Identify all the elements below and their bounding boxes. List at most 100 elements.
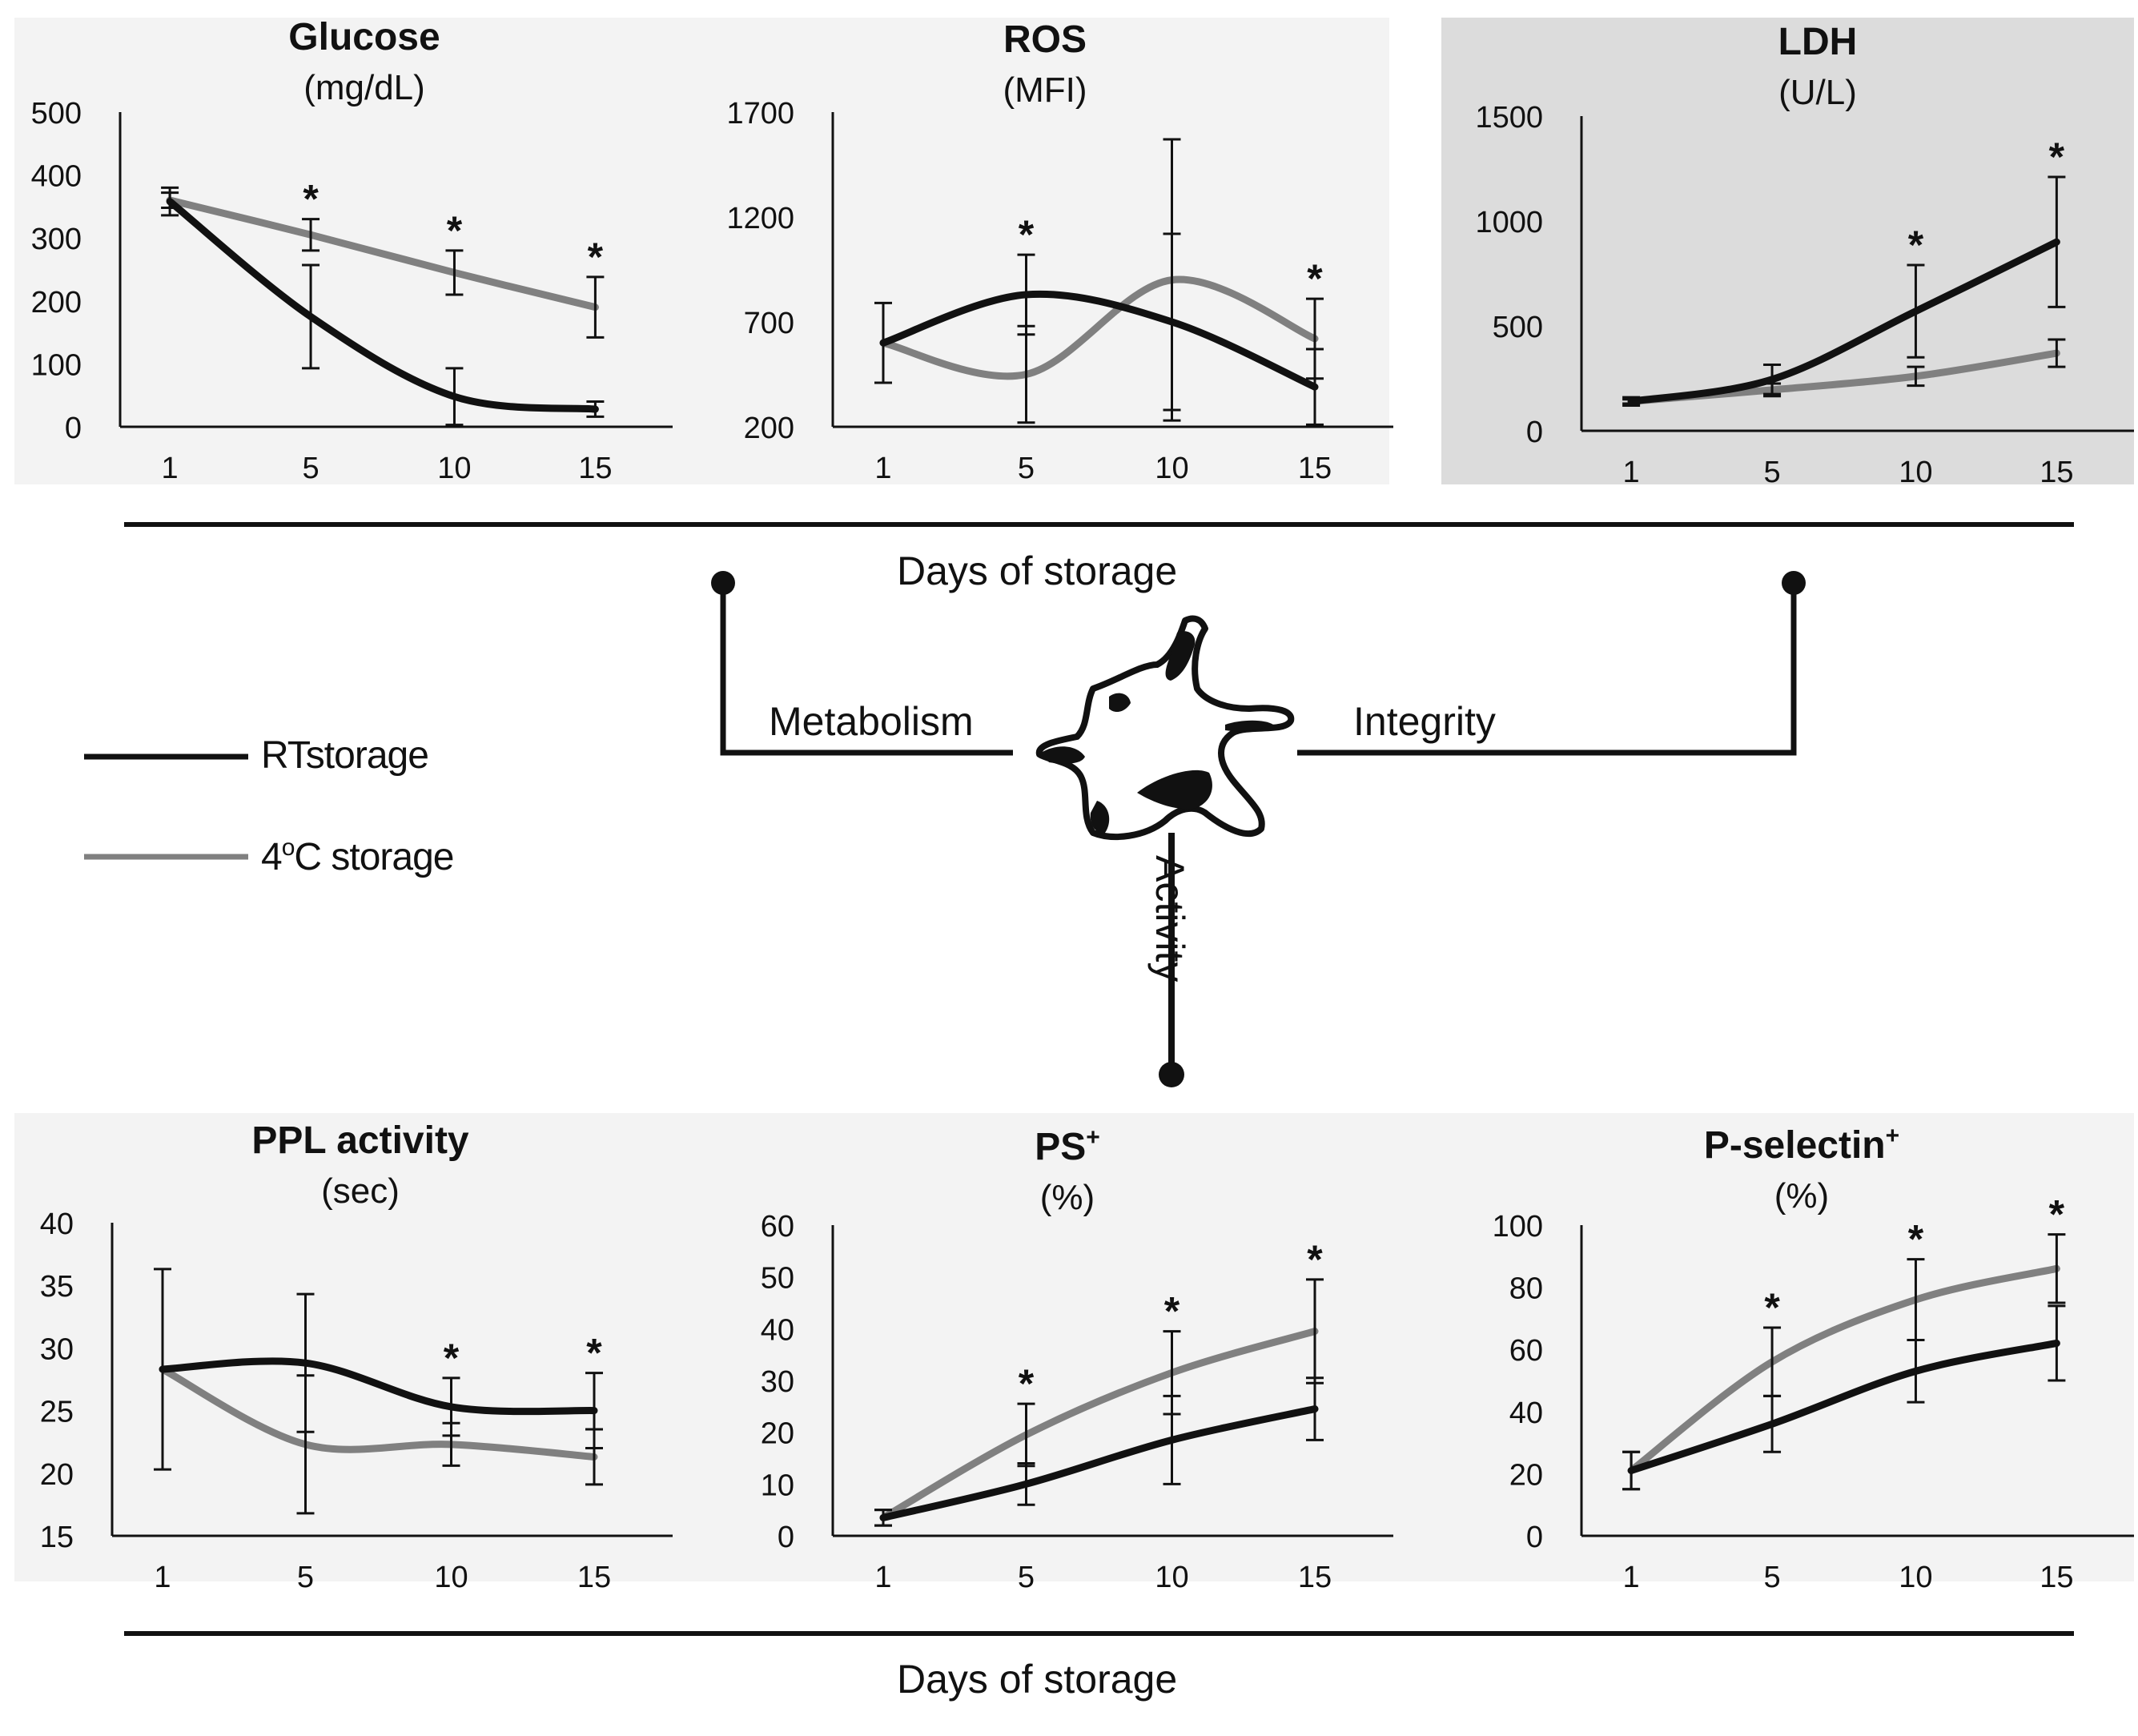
series-rt-line (159, 1357, 598, 1416)
series-rt-line (1627, 238, 2060, 405)
x-tick-label: 15 (1298, 1561, 1332, 1594)
error-bar (1907, 1258, 1925, 1342)
y-tick-label: 50 (761, 1262, 794, 1296)
error-bar (1306, 297, 1324, 380)
series-cold-line (879, 275, 1319, 380)
x-tick-label: 10 (437, 452, 471, 485)
error-bar (302, 263, 320, 370)
y-tick-label: 0 (778, 1521, 794, 1554)
error-bar (874, 1509, 892, 1527)
y-tick-label: 35 (40, 1270, 74, 1304)
x-axis-title-bottom: Days of storage (897, 1657, 1178, 1702)
legend-cold-label-sup: o (281, 834, 295, 861)
x-tick-label: 5 (1018, 452, 1035, 485)
integrity-label: Integrity (1353, 699, 1496, 744)
significance-marker: * (586, 1331, 602, 1376)
error-bar (154, 1268, 171, 1471)
y-tick-label: 20 (761, 1417, 794, 1451)
error-bar (586, 400, 605, 418)
significance-marker: * (1908, 223, 1924, 267)
metabolism-connector (720, 583, 1013, 756)
series-cold-line (1627, 1264, 2060, 1475)
chart-title: P-selectin+ (1704, 1123, 1899, 1167)
panel-bg-bottom (14, 1113, 2134, 1581)
error-bar (1763, 382, 1782, 398)
error-bar (296, 1374, 315, 1515)
x-tick-label: 1 (874, 452, 891, 485)
y-tick-label: 700 (744, 307, 794, 340)
y-tick-label: 40 (1509, 1396, 1543, 1430)
error-bar (1306, 1278, 1324, 1384)
significance-marker: * (2049, 1192, 2065, 1237)
chart-title: Glucose (288, 16, 440, 58)
x-tick-label: 10 (1155, 1561, 1188, 1594)
y-tick-label: 30 (40, 1332, 74, 1366)
y-tick-label: 1200 (726, 202, 794, 235)
y-tick-label: 15 (40, 1521, 74, 1554)
x-tick-label: 5 (302, 452, 319, 485)
chart-title-text: Glucose (288, 16, 440, 58)
x-tick-label: 15 (1298, 452, 1332, 485)
chart-title: PPL activity (251, 1119, 469, 1162)
y-tick-label: 100 (1493, 1210, 1543, 1244)
error-bar (2048, 1233, 2066, 1304)
y-tick-label: 0 (65, 412, 82, 445)
significance-marker: * (1019, 1361, 1035, 1406)
significance-marker: * (1164, 1289, 1180, 1334)
y-tick-label: 1700 (726, 97, 794, 131)
error-bar (1163, 1330, 1181, 1416)
y-tick-label: 60 (1509, 1334, 1543, 1368)
chart-title-text: ROS (1003, 18, 1087, 61)
legend-rt-label-b: storage (305, 734, 429, 777)
chart-subtitle: (sec) (321, 1171, 400, 1211)
significance-marker: * (1764, 1285, 1780, 1330)
error-bar (874, 301, 892, 384)
chart-title-text: PPL activity (251, 1119, 469, 1162)
chart-title-text: LDH (1778, 21, 1858, 63)
chart-title: PS+ (1035, 1124, 1100, 1168)
error-bar (1907, 263, 1925, 359)
y-tick-label: 80 (1509, 1272, 1543, 1306)
x-tick-label: 5 (1763, 1561, 1780, 1594)
chart-subtitle: (U/L) (1778, 73, 1857, 112)
error-bar (1907, 365, 1925, 388)
y-tick-label: 10 (761, 1469, 794, 1502)
chart-title-text: PS (1035, 1126, 1086, 1168)
metabolism-dot (711, 571, 735, 595)
error-bar (2048, 175, 2066, 308)
chart-title-sup: + (1886, 1123, 1900, 1149)
panel-bg-top (14, 18, 1389, 484)
y-tick-label: 400 (31, 160, 82, 194)
x-tick-label: 15 (2040, 1561, 2073, 1594)
error-bar (1017, 1402, 1035, 1468)
error-bar (2048, 338, 2066, 368)
significance-marker: * (1307, 256, 1323, 301)
significance-marker: * (588, 235, 604, 279)
y-tick-label: 25 (40, 1396, 74, 1429)
x-tick-label: 5 (1763, 456, 1780, 489)
chart-subtitle: (%) (1040, 1178, 1095, 1217)
error-bar (1017, 324, 1035, 424)
y-tick-label: 100 (31, 348, 82, 382)
metabolism-label: Metabolism (769, 699, 974, 744)
error-bar (1622, 1450, 1641, 1491)
error-bar (445, 367, 464, 427)
x-tick-label: 1 (154, 1561, 171, 1594)
series-rt-line (879, 290, 1319, 391)
y-tick-label: 60 (761, 1210, 794, 1244)
y-tick-label: 20 (40, 1458, 74, 1492)
chart-subtitle: (MFI) (1003, 70, 1087, 110)
significance-marker: * (447, 208, 463, 253)
error-bar (161, 191, 179, 209)
y-tick-label: 500 (31, 97, 82, 131)
significance-marker: * (1908, 1217, 1924, 1262)
chart-title: ROS (1003, 18, 1087, 61)
significance-marker: * (1019, 212, 1035, 257)
x-tick-label: 5 (297, 1561, 314, 1594)
series-rt-line (166, 198, 599, 413)
